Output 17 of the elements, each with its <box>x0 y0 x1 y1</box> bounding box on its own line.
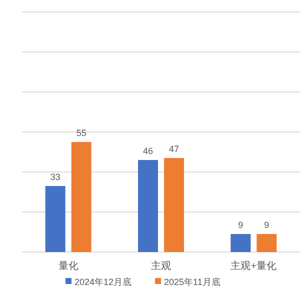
data-label: 46 <box>142 146 154 156</box>
data-label: 33 <box>50 172 60 182</box>
bar <box>71 142 92 252</box>
data-label: 9 <box>238 220 244 230</box>
bar <box>230 234 251 252</box>
bar <box>138 160 158 252</box>
x-tick-label: 主观+量化 <box>230 260 277 272</box>
bar <box>164 158 184 252</box>
legend-label: 2025年11月底 <box>164 277 220 287</box>
x-tick-label: 主观 <box>151 260 171 272</box>
data-label: 47 <box>168 144 180 154</box>
x-tick-label: 量化 <box>58 260 78 272</box>
legend-label: 2024年12月底 <box>74 277 132 287</box>
bar <box>256 234 277 252</box>
data-label: 55 <box>76 128 86 138</box>
bar <box>45 186 66 252</box>
data-label: 9 <box>264 220 270 230</box>
